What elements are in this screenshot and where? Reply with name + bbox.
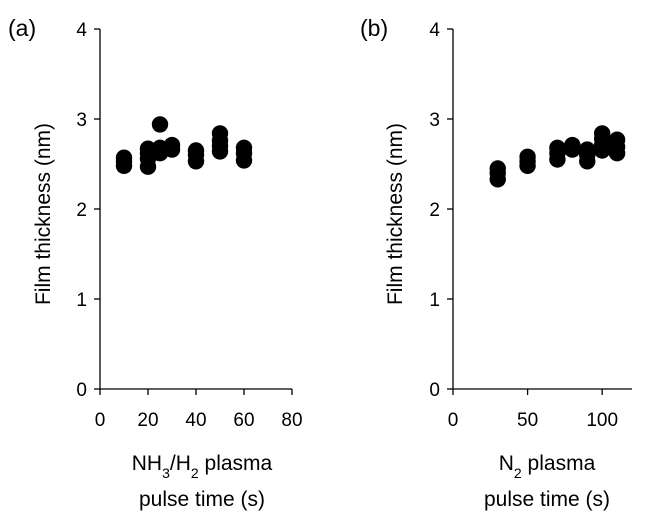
x-tick-label: 0	[95, 410, 106, 431]
data-point	[211, 125, 229, 142]
data-point	[187, 142, 205, 159]
data-point	[235, 139, 253, 156]
x-label-subscript: 2	[514, 465, 522, 481]
x-axis-label-line2: pulse time (s)	[139, 488, 265, 511]
data-point	[593, 125, 611, 142]
x-tick-label: 0	[448, 410, 459, 431]
x-axis-label-line1: N2 plasma	[499, 452, 596, 481]
y-tick-label: 0	[429, 380, 440, 401]
y-axis-label: Film thickness (nm)	[32, 123, 55, 305]
data-point	[549, 139, 566, 156]
y-tick-label: 2	[76, 200, 87, 221]
x-tick-label: 50	[517, 410, 538, 431]
y-tick-label: 1	[429, 290, 440, 311]
y-tick-label: 3	[429, 110, 440, 131]
data-point	[564, 136, 581, 154]
y-tick-label: 0	[76, 380, 87, 401]
y-tick-label: 1	[76, 290, 87, 311]
x-axis-label-line2: pulse time (s)	[484, 488, 610, 511]
y-tick-label: 4	[76, 20, 87, 41]
data-point	[579, 141, 596, 158]
data-point	[608, 131, 626, 148]
panel-label: (b)	[360, 15, 388, 41]
y-tick-label: 3	[76, 110, 87, 131]
x-label-subscript: 3	[162, 465, 170, 481]
x-tick-label: 20	[137, 410, 158, 431]
data-point	[115, 149, 133, 166]
x-label-part: NH	[132, 452, 162, 475]
x-tick-label: 60	[233, 410, 254, 431]
x-label-part: N	[499, 452, 514, 475]
y-tick-label: 4	[429, 20, 440, 41]
x-axis-label-line1: NH3/H2 plasma	[132, 452, 273, 481]
data-point	[163, 136, 181, 154]
x-label-part: plasma	[522, 452, 596, 475]
panel-label: (a)	[8, 15, 36, 41]
y-axis-label: Film thickness (nm)	[384, 123, 407, 305]
x-tick-label: 80	[281, 410, 302, 431]
data-point	[519, 148, 536, 165]
x-label-part: /H	[170, 452, 191, 475]
data-point	[151, 116, 169, 133]
x-tick-label: 40	[185, 410, 206, 431]
y-tick-label: 2	[429, 200, 440, 221]
x-tick-label: 100	[586, 410, 618, 431]
x-label-part: plasma	[199, 452, 273, 475]
data-point	[489, 160, 506, 177]
x-label-subscript: 2	[191, 465, 199, 481]
